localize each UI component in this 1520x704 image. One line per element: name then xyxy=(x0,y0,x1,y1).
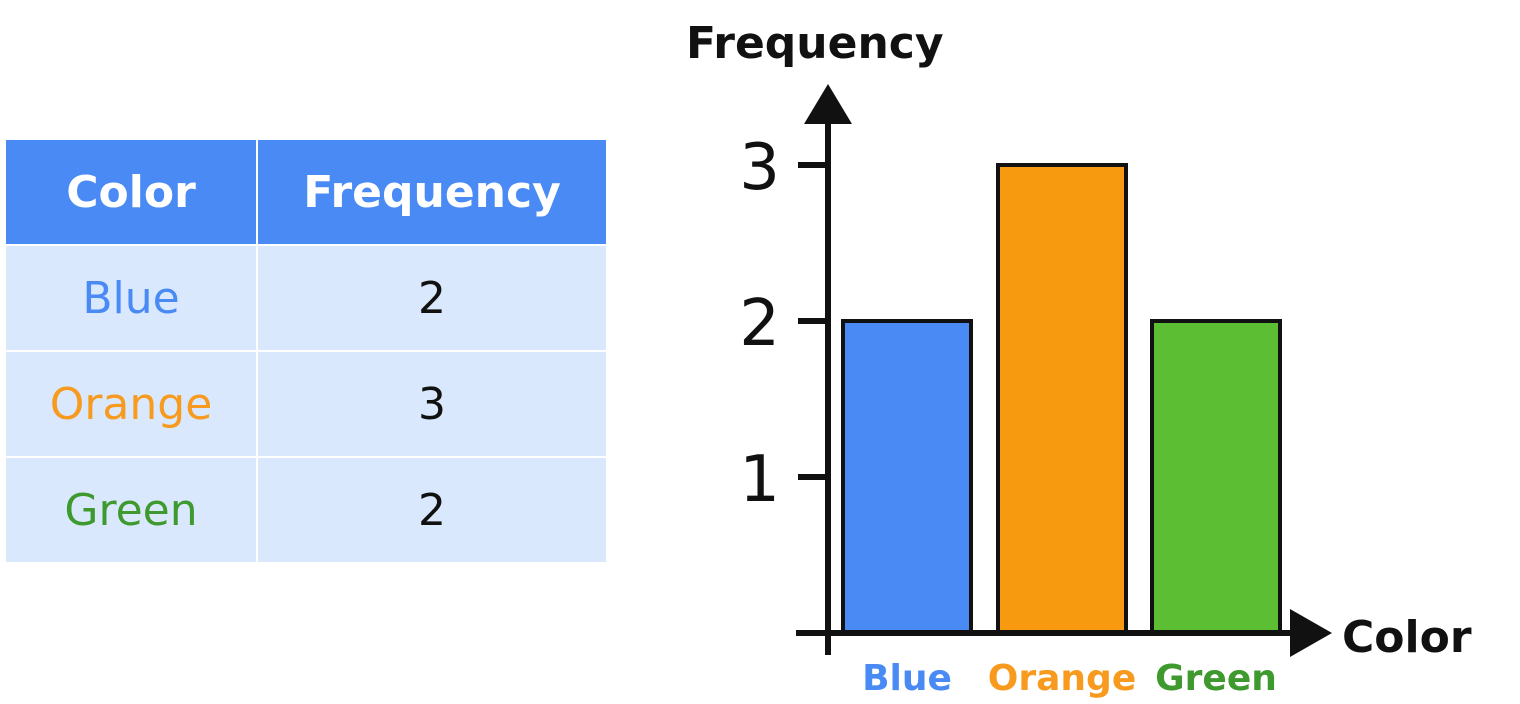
bar-blue xyxy=(841,319,973,635)
table-row: Orange 3 xyxy=(4,350,608,458)
table-row: Blue 2 xyxy=(4,244,608,352)
y-tick-label-2: 2 xyxy=(739,287,780,361)
frequency-cell: 2 xyxy=(256,244,608,352)
frequency-cell: 2 xyxy=(256,456,608,564)
table-row: Green 2 xyxy=(4,456,608,564)
table-header-row: Color Frequency xyxy=(4,138,608,246)
color-cell: Orange xyxy=(4,350,258,458)
y-tick-label-3: 3 xyxy=(739,131,780,205)
bar-orange xyxy=(996,163,1128,635)
y-tick-label-1: 1 xyxy=(739,443,780,517)
bar-green xyxy=(1150,319,1282,635)
color-cell: Green xyxy=(4,456,258,564)
frequency-table: Color Frequency Blue 2 Orange 3 Green 2 xyxy=(4,138,608,564)
x-tick-label-green: Green xyxy=(1155,658,1277,699)
column-header-frequency: Frequency xyxy=(256,138,608,246)
y-axis-title: Frequency xyxy=(686,18,944,69)
x-axis-arrow xyxy=(1290,609,1332,657)
column-header-color: Color xyxy=(4,138,258,246)
frequency-cell: 3 xyxy=(256,350,608,458)
x-tick-label-orange: Orange xyxy=(988,658,1136,699)
y-axis-arrow xyxy=(804,84,852,124)
x-axis-title: Color xyxy=(1342,612,1472,663)
x-tick-label-blue: Blue xyxy=(862,658,952,699)
color-cell: Blue xyxy=(4,244,258,352)
